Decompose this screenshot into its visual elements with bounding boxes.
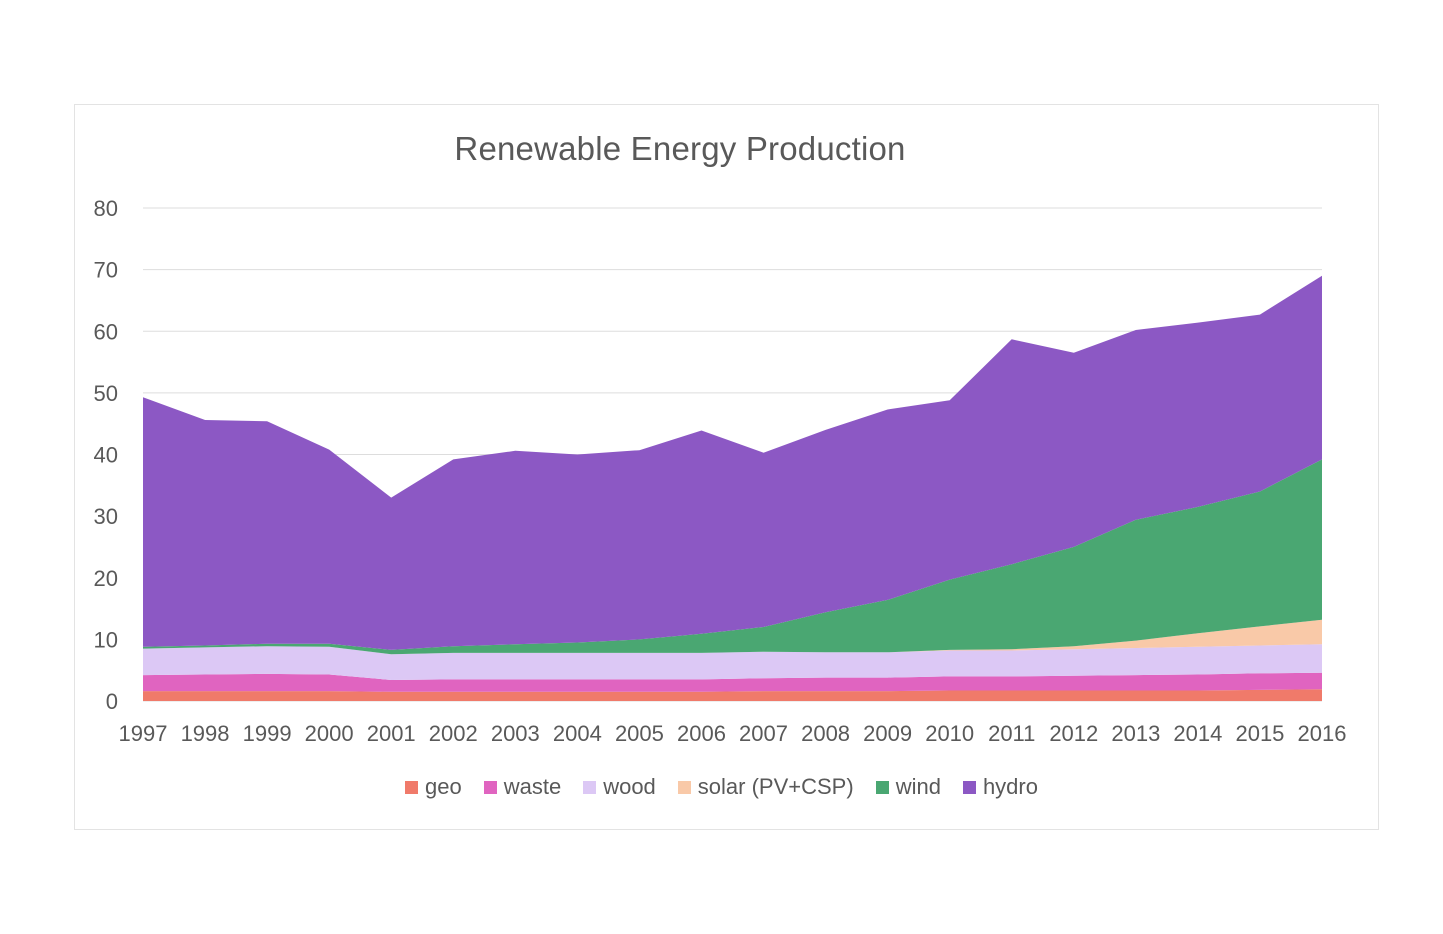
legend-label: geo (425, 774, 462, 799)
x-tick-label: 2002 (429, 721, 478, 746)
y-tick-label: 10 (94, 627, 118, 652)
legend-label: waste (503, 774, 562, 799)
x-tick-label: 2001 (367, 721, 416, 746)
area-wood (143, 644, 1322, 680)
x-tick-label: 2008 (801, 721, 850, 746)
stacked-areas (143, 275, 1322, 701)
legend: geo waste wood solar (PV+CSP) wind hydro (0, 774, 1443, 800)
legend-swatch (962, 780, 976, 794)
legend-item: geo (405, 774, 462, 800)
x-tick-label: 2007 (739, 721, 788, 746)
x-tick-label: 2010 (925, 721, 974, 746)
y-tick-label: 80 (94, 196, 118, 221)
legend-item: solar (PV+CSP) (677, 774, 854, 800)
x-tick-label: 2014 (1173, 721, 1222, 746)
chart-title: Renewable Energy Production (454, 130, 906, 167)
x-tick-label: 2012 (1049, 721, 1098, 746)
area-waste (143, 672, 1322, 692)
area-hydro (143, 275, 1322, 650)
legend-swatch (405, 780, 418, 794)
x-axis-ticks: 1997 1998 1999 2000 2001 2002 2003 2004 2005 2006… (119, 721, 1347, 746)
y-tick-label: 20 (94, 566, 118, 591)
legend-swatch (583, 780, 597, 794)
x-tick-label: 2006 (677, 721, 726, 746)
y-tick-label: 50 (94, 381, 118, 406)
x-tick-label: 2000 (305, 721, 354, 746)
x-tick-label: 2013 (1111, 721, 1160, 746)
legend-item: wood (583, 774, 656, 800)
x-tick-label: 2005 (615, 721, 664, 746)
legend-item: waste (483, 774, 562, 800)
area-geo (143, 689, 1322, 701)
legend-item: hydro (962, 774, 1038, 800)
legend-label: wood (603, 774, 656, 799)
legend-swatch (677, 780, 691, 794)
legend-label: wind (895, 774, 941, 799)
x-tick-label: 2016 (1298, 721, 1347, 746)
x-tick-label: 2003 (491, 721, 540, 746)
y-tick-label: 40 (94, 443, 118, 468)
y-tick-label: 0 (106, 689, 118, 714)
legend-label: solar (PV+CSP) (697, 774, 854, 799)
x-tick-label: 2009 (863, 721, 912, 746)
x-tick-label: 1999 (243, 721, 292, 746)
x-tick-label: 2011 (988, 721, 1035, 746)
y-tick-label: 70 (94, 258, 118, 283)
x-tick-label: 1997 (119, 721, 168, 746)
legend-swatch (483, 780, 497, 794)
x-tick-label: 2004 (553, 721, 602, 746)
legend-swatch (875, 780, 889, 794)
area-wind (143, 459, 1322, 655)
y-axis-ticks: 0 10 20 30 40 50 60 70 80 (94, 196, 118, 714)
x-tick-label: 2015 (1235, 721, 1284, 746)
y-tick-label: 60 (94, 319, 118, 344)
x-tick-label: 1998 (181, 721, 230, 746)
legend-label: hydro (982, 774, 1038, 799)
legend-item: wind (875, 774, 941, 800)
y-tick-label: 30 (94, 504, 118, 529)
